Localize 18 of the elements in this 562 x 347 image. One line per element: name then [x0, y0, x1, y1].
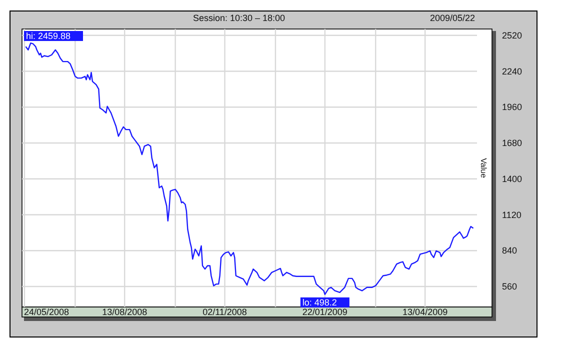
- y-tick-label: 1960: [502, 102, 522, 112]
- x-tick-label: 13/08/2008: [102, 307, 148, 317]
- y-tick-label: 1400: [502, 174, 522, 184]
- y-tick-label: 1120: [502, 210, 522, 220]
- y-tick-label: 560: [502, 282, 518, 292]
- chart-title: Session: 10:30 – 18:00: [192, 13, 286, 23]
- annotation: lo: 498.2: [302, 297, 337, 308]
- annotation: hi: 2459.88: [26, 31, 71, 41]
- x-tick-label: 22/01/2009: [302, 307, 348, 317]
- y-tick-label: 2240: [502, 66, 522, 76]
- chart-subtitle: 2009/05/22: [430, 13, 475, 23]
- x-tick-label: 02/11/2008: [202, 307, 247, 317]
- y-tick-label: 840: [502, 246, 518, 256]
- x-tick-label: 24/05/2008: [24, 307, 70, 317]
- x-tick-label: 13/04/2009: [402, 307, 448, 317]
- y-axis-title: Value: [479, 158, 488, 178]
- y-tick-label: 1680: [502, 138, 522, 148]
- y-tick-label: 2520: [502, 30, 522, 40]
